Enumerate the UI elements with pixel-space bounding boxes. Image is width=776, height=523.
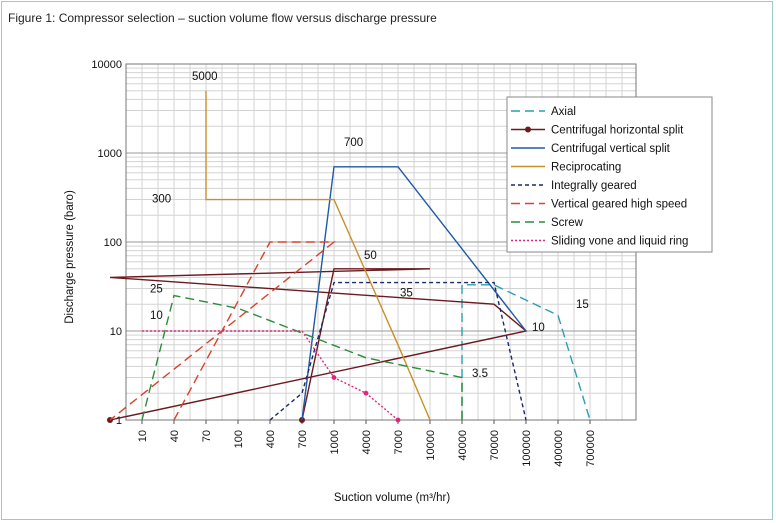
series-marker-sliding-vone-and-liquid-ring bbox=[395, 417, 401, 423]
chart-annotation: 35 bbox=[400, 288, 413, 300]
series-line-screw bbox=[141, 294, 463, 421]
x-tick-label: 10000 bbox=[425, 430, 437, 461]
legend-label-axial: Axial bbox=[551, 106, 576, 118]
legend-label-vertical-geared-high-speed: Vertical geared high speed bbox=[551, 199, 687, 211]
series-line-integrally-geared bbox=[269, 281, 527, 421]
y-axis-ticks: 1 10 100 1000 10000 bbox=[91, 59, 122, 427]
x-tick-label: 10 bbox=[137, 430, 149, 442]
y-tick-label: 1 bbox=[116, 415, 122, 427]
legend-label-sliding-vone-and-liquid-ring: Sliding vone and liquid ring bbox=[551, 236, 688, 248]
y-tick-label: 1000 bbox=[98, 148, 122, 160]
series-line-centrifugal-vertical-split bbox=[301, 166, 527, 421]
chart-annotations: 5000 300 700 50 35 25 10 10 15 3.5 bbox=[150, 71, 589, 380]
legend-label-screw: Screw bbox=[551, 217, 584, 229]
chart-annotation: 25 bbox=[150, 284, 163, 296]
y-tick-label: 100 bbox=[104, 237, 122, 249]
legend-label-centrifugal-vertical-split: Centrifugal vertical split bbox=[551, 143, 671, 155]
x-tick-label: 700 bbox=[297, 430, 309, 448]
x-tick-label: 100 bbox=[233, 430, 245, 448]
series-marker-sliding-vone-and-liquid-ring bbox=[331, 375, 337, 380]
x-tick-label: 400 bbox=[265, 430, 277, 448]
legend-label-reciprocating: Reciprocating bbox=[551, 162, 621, 174]
chart-series bbox=[107, 90, 591, 423]
x-tick-label: 70000 bbox=[489, 430, 501, 461]
chart-annotation: 10 bbox=[150, 310, 163, 322]
x-tick-label: 100000 bbox=[521, 430, 533, 467]
legend-box bbox=[506, 96, 713, 253]
chart-annotation: 300 bbox=[152, 194, 171, 206]
x-tick-label: 4000 bbox=[361, 430, 373, 454]
chart-annotation: 50 bbox=[364, 250, 377, 262]
legend-label-centrifugal-horizontal-split: Centrifugal horizontal split bbox=[551, 125, 684, 137]
chart-annotation: 10 bbox=[532, 322, 545, 334]
legend-marker-centrifugal-horizontal-split bbox=[525, 126, 531, 133]
legend-label-integrally-geared: Integrally geared bbox=[551, 180, 637, 192]
series-line-reciprocating bbox=[205, 90, 431, 421]
chart-annotation: 15 bbox=[576, 299, 589, 311]
x-tick-label: 40 bbox=[169, 430, 181, 442]
x-tick-label: 70 bbox=[201, 430, 213, 442]
series-line-axial bbox=[461, 284, 591, 421]
series-marker-sliding-vone-and-liquid-ring bbox=[363, 390, 369, 396]
y-tick-label: 10 bbox=[110, 326, 122, 338]
x-tick-label: 1000 bbox=[329, 430, 341, 454]
chart-legend: Axial Centrifugal horizontal split Centrif… bbox=[506, 96, 713, 253]
chart-annotation: 700 bbox=[344, 137, 363, 149]
x-tick-label: 40000 bbox=[457, 430, 469, 461]
chart-annotation: 3.5 bbox=[472, 368, 488, 380]
x-axis-title: Suction volume (m³/hr) bbox=[334, 492, 450, 504]
x-tick-label: 700000 bbox=[585, 430, 597, 467]
x-tick-label: 400000 bbox=[553, 430, 565, 467]
figure-title: Figure 1: Compressor selection – suction… bbox=[8, 11, 437, 25]
chart-annotation: 5000 bbox=[192, 71, 218, 83]
y-tick-label: 10000 bbox=[91, 59, 122, 71]
x-axis-ticks: 10 40 70 100 400 700 1000 4000 7000 10000 40000 700… bbox=[137, 420, 597, 467]
x-tick-label: 7000 bbox=[393, 430, 405, 454]
y-axis-title: Discharge pressure (baro) bbox=[64, 190, 76, 324]
